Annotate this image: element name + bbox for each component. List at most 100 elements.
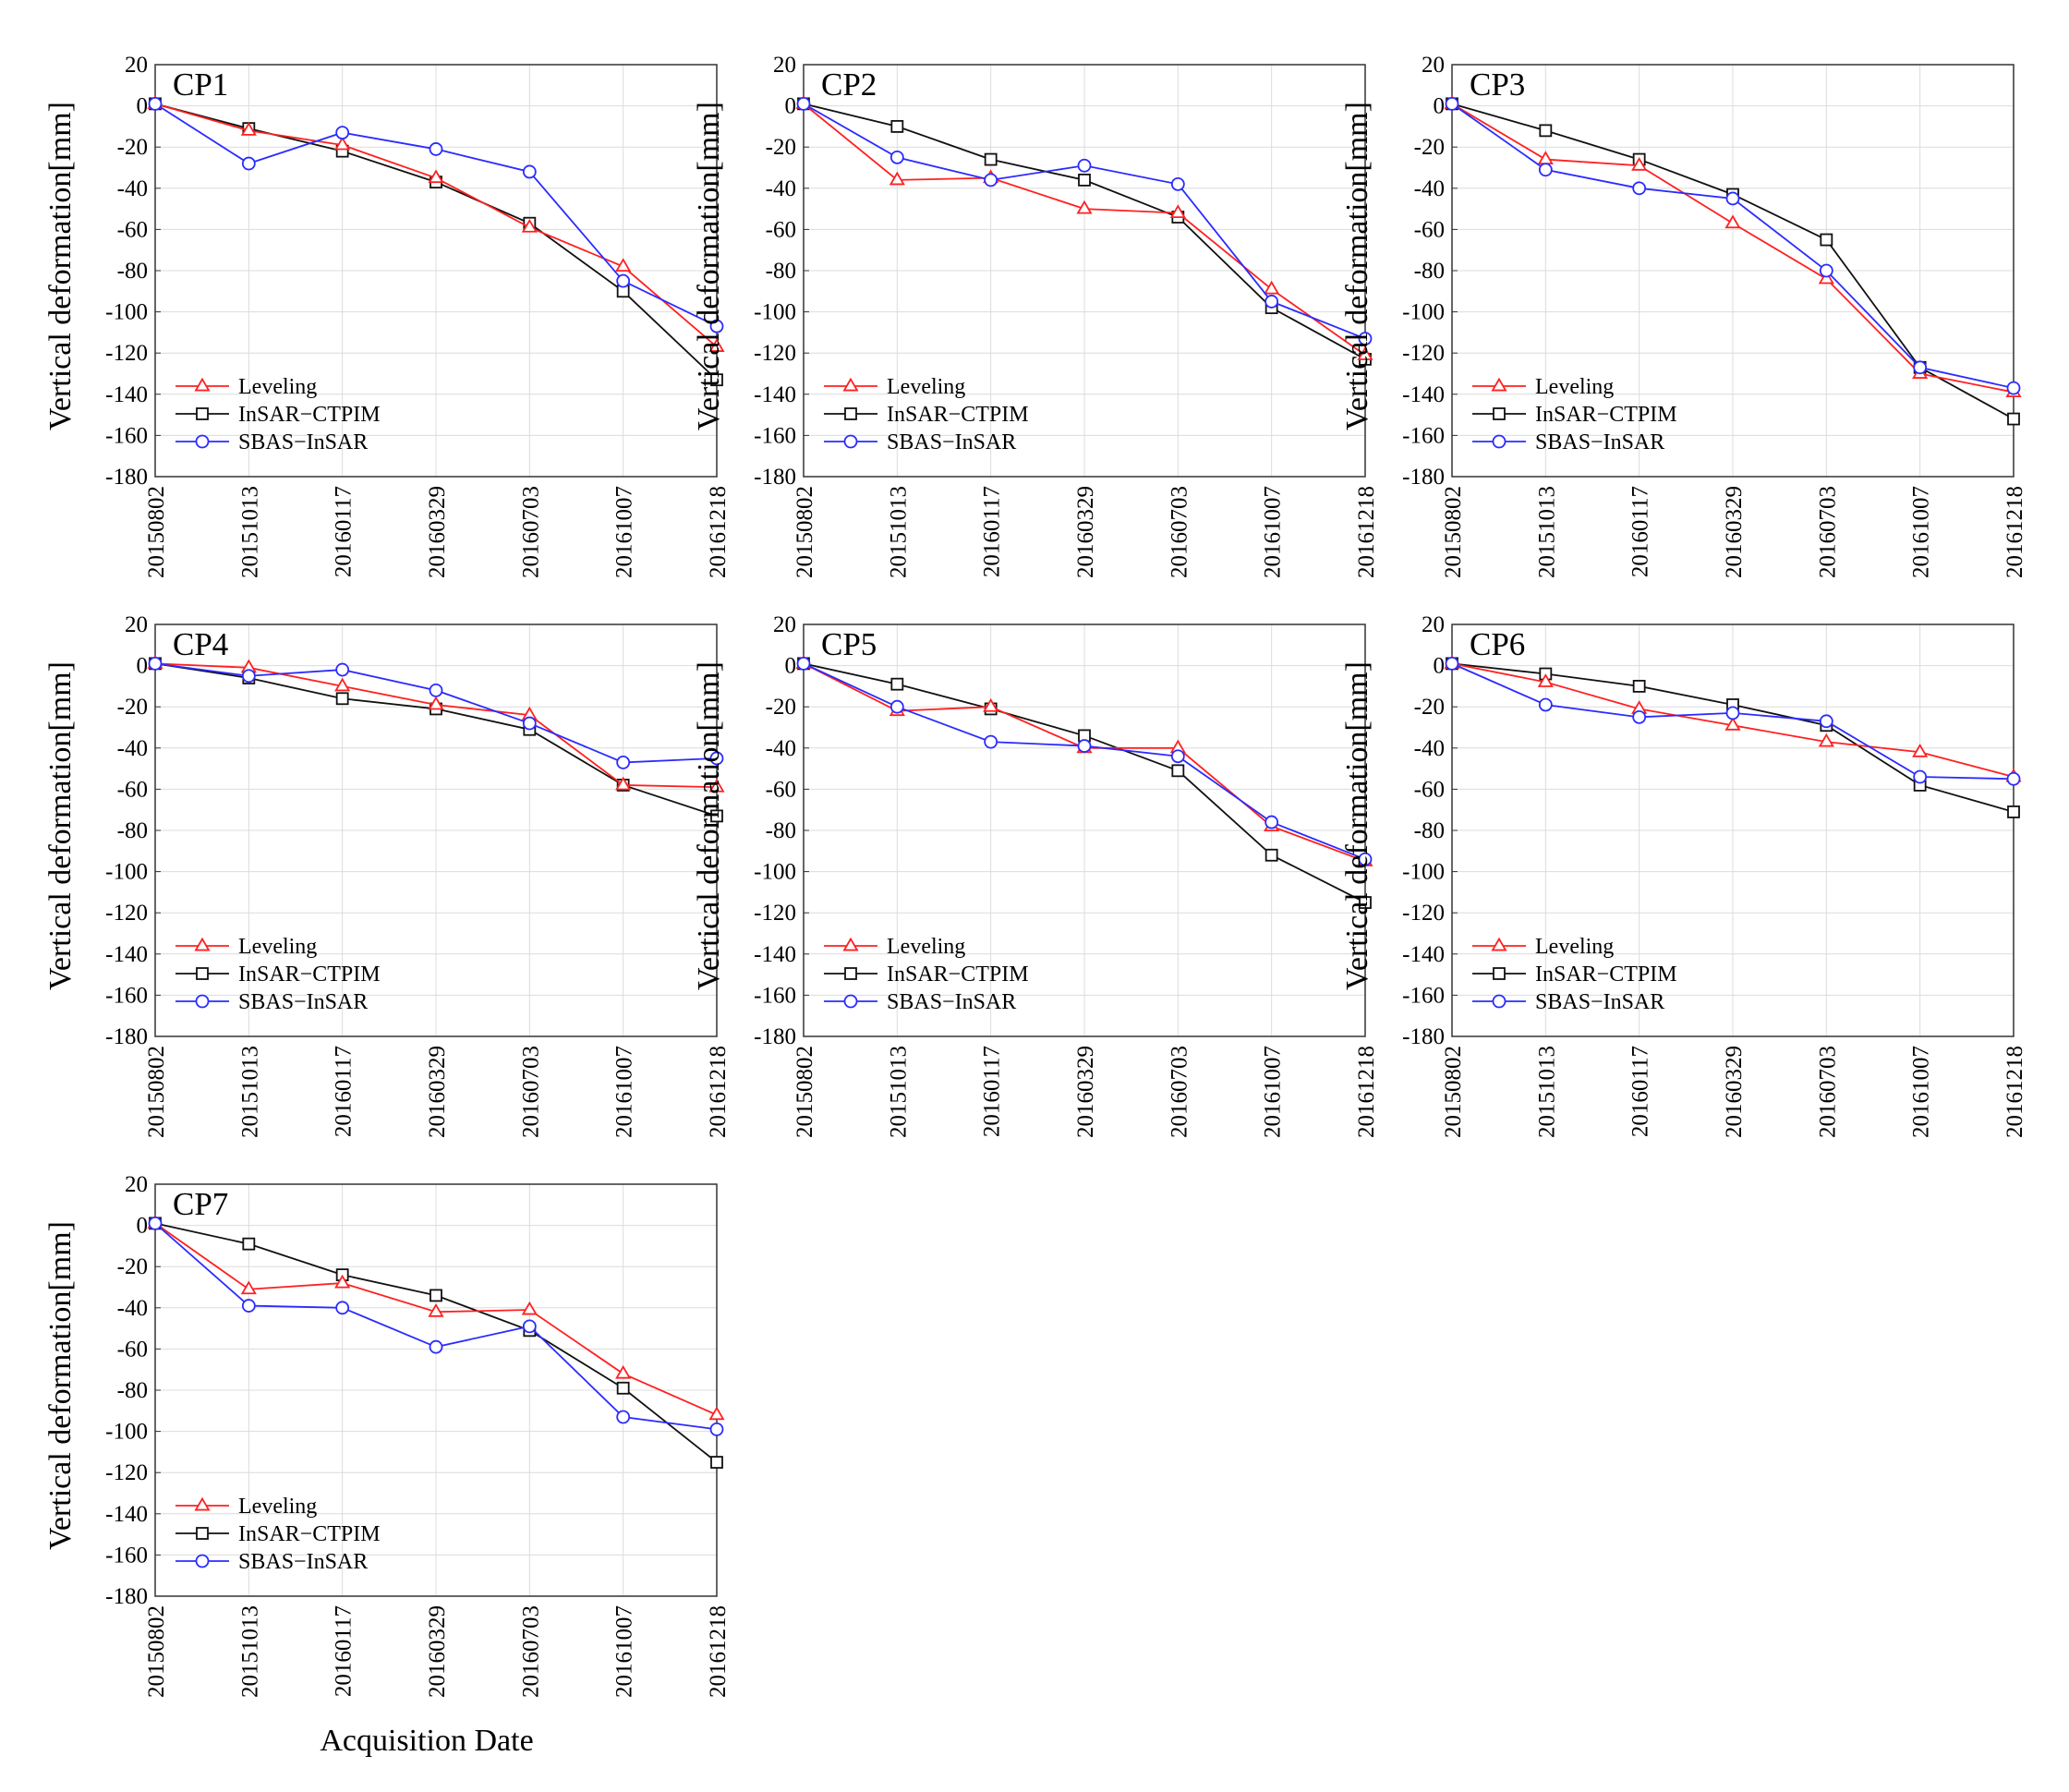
data-point-triangle [240,122,257,136]
data-point-square [1820,233,1833,247]
legend-marker-triangle [842,377,859,392]
x-tick-label: 20161218 [706,1605,731,1698]
data-point-triangle [1264,280,1280,295]
x-tick-label: 20160117 [980,486,1005,577]
data-point-triangle [1076,200,1093,214]
x-tick-label: 20160117 [980,1046,1005,1137]
y-tick-label: -140 [105,1502,148,1527]
data-point-square [710,1456,723,1469]
data-point-circle [148,656,163,671]
data-point-circle [1725,706,1740,720]
data-point-square [616,1381,630,1395]
y-tick-label: -120 [1402,341,1445,366]
x-tick-label: 20151013 [886,1046,911,1138]
y-tick-label: -160 [754,423,796,448]
legend-marker-circle [1492,434,1506,449]
data-point-square [335,692,349,706]
legend-marker-square [196,1527,209,1540]
x-tick-label: 20161007 [1261,486,1286,578]
y-tick-label: -100 [105,1420,148,1445]
y-axis-title: Vertical deformation[mm] [692,102,726,430]
legend-label: SBAS−InSAR [238,990,368,1014]
data-point-square [1078,173,1091,187]
panel-title: CP7 [173,1186,228,1222]
y-tick-label: -60 [766,217,796,242]
legend-marker-triangle [194,377,211,392]
y-tick-label: -80 [766,259,796,284]
x-tick-label: 20160703 [1167,1046,1192,1138]
x-tick-label: 20160117 [332,486,357,577]
data-point-square [242,1237,256,1251]
data-point-triangle [334,136,351,151]
y-tick-label: -20 [1414,135,1445,160]
data-point-circle [1913,360,1928,375]
y-tick-label: -180 [105,1024,148,1049]
data-point-triangle [983,697,999,712]
legend-marker-circle [843,434,858,449]
x-tick-label: 20160329 [425,486,450,578]
legend-label: InSAR−CTPIM [887,403,1029,427]
legend-marker-circle [195,994,210,1009]
data-point-circle [616,1410,631,1424]
data-point-triangle [521,218,538,233]
x-tick-label: 20160703 [518,1605,543,1698]
x-tick-label: 20151013 [237,486,262,578]
data-point-square [710,373,723,387]
y-tick-label: 0 [785,94,797,119]
data-point-square [1632,680,1646,693]
y-tick-label: -180 [754,1024,796,1049]
legend-marker-circle [843,994,858,1009]
x-tick-label: 20161007 [612,486,637,578]
x-tick-label: 20151013 [1534,1046,1559,1138]
data-point-triangle [1818,270,1834,285]
y-tick-label: -40 [117,736,148,761]
y-tick-label: -80 [117,259,148,284]
data-point-circle [1170,749,1185,764]
legend-marker-triangle [842,937,859,951]
x-tick-label: 20160329 [1073,486,1098,578]
legend-marker-square [1493,407,1506,420]
data-point-circle [429,683,443,697]
data-point-triangle [615,258,632,272]
data-point-triangle [708,778,725,793]
legend-marker-square [1493,967,1506,980]
x-tick-label: 20150802 [144,486,169,578]
y-tick-label: 20 [1422,53,1445,78]
panel-cp3: 20 0 -20 -40 -60 -80 -100 -120 -140 -160 -18020150… [1340,53,2027,578]
data-point-circle [522,164,537,179]
y-tick-label: -140 [105,942,148,967]
legend-label: InSAR−CTPIM [1535,963,1677,987]
data-point-circle [1632,709,1647,724]
panel-title: CP1 [173,67,228,103]
x-tick-label: 20161007 [612,1605,637,1698]
data-point-triangle [334,677,351,692]
data-point-circle [429,1339,443,1354]
y-axis-title: Vertical deformation[mm] [43,661,78,990]
legend-label: InSAR−CTPIM [238,963,381,987]
data-point-circle [522,1319,537,1334]
y-tick-label: -140 [754,942,796,967]
x-tick-label: 20150802 [144,1605,169,1698]
y-tick-label: -60 [117,1337,148,1362]
x-tick-label: 20161218 [2002,1046,2027,1138]
x-tick-label: 20160329 [425,1605,450,1698]
x-tick-label: 20150802 [1441,1046,1466,1138]
data-point-square [2007,412,2020,426]
y-tick-label: 0 [1434,654,1446,679]
data-point-circle [2006,771,2021,786]
data-point-circle [522,716,537,731]
y-tick-label: 0 [137,94,149,119]
data-point-square [890,677,904,691]
data-point-circle [1725,191,1740,206]
y-tick-label: -40 [766,736,796,761]
y-tick-label: -20 [117,135,148,160]
x-tick-label: 20160117 [1628,486,1653,577]
legend-label: InSAR−CTPIM [238,1522,381,1546]
y-tick-label: -100 [1402,860,1445,885]
y-tick-label: -140 [105,382,148,407]
panel-cp7: 20 0 -20 -40 -60 -80 -100 -120 -140 -160 -18020150… [43,1172,731,1698]
x-tick-label: 20161007 [612,1046,637,1138]
y-tick-label: -60 [766,777,796,802]
legend-marker-circle [1492,994,1506,1009]
y-tick-label: -160 [754,983,796,1008]
